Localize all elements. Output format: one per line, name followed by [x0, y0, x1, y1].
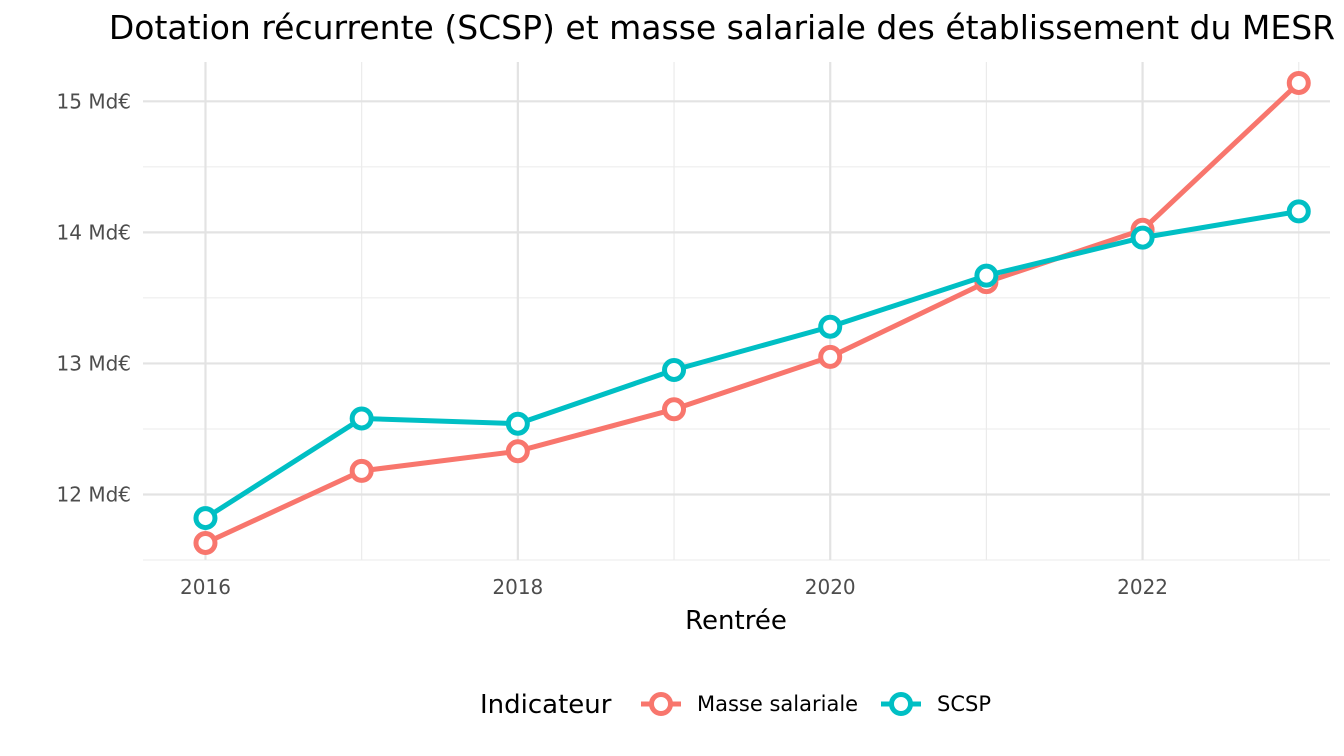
y-axis: 12 Md€ 13 Md€ 14 Md€ 15 Md€ [57, 89, 131, 506]
legend-key-marker-scsp [889, 692, 913, 716]
legend-label-scsp: SCSP [937, 692, 991, 716]
y-tick-label: 12 Md€ [57, 482, 131, 506]
data-point-scsp [1286, 199, 1311, 224]
data-point-scsp [505, 411, 530, 436]
data-point-scsp [193, 506, 218, 531]
legend-title: Indicateur [480, 690, 612, 720]
data-point-masse-salariale [505, 439, 530, 464]
y-tick-label: 13 Md€ [57, 351, 131, 375]
data-point-masse-salariale [662, 397, 687, 422]
x-tick-label: 2020 [805, 575, 856, 599]
series-line-scsp [202, 208, 1302, 521]
data-point-scsp [1130, 225, 1155, 250]
grid [143, 62, 1330, 561]
legend-key-marker-masse-salariale [649, 692, 673, 716]
y-tick-label: 14 Md€ [57, 220, 131, 244]
series-layer [193, 70, 1311, 555]
x-axis-label: Rentrée [685, 606, 787, 636]
data-point-masse-salariale [349, 458, 374, 483]
data-point-masse-salariale [193, 530, 218, 555]
data-point-scsp [349, 406, 374, 431]
series-line-masse-salariale [202, 80, 1302, 546]
data-point-scsp [974, 263, 999, 288]
x-axis: 2016 2018 2020 2022 [180, 575, 1168, 599]
data-point-scsp [818, 314, 843, 339]
data-point-masse-salariale [1286, 70, 1311, 95]
x-tick-label: 2018 [492, 575, 543, 599]
chart-title: Dotation récurrente (SCSP) et masse sala… [109, 8, 1335, 47]
legend-label-masse-salariale: Masse salariale [697, 692, 858, 716]
y-tick-label: 15 Md€ [57, 89, 131, 113]
data-point-scsp [662, 357, 687, 382]
data-point-masse-salariale [818, 344, 843, 369]
x-tick-label: 2016 [180, 575, 231, 599]
legend: Indicateur Masse salariale SCSP [480, 690, 991, 720]
x-tick-label: 2022 [1117, 575, 1168, 599]
